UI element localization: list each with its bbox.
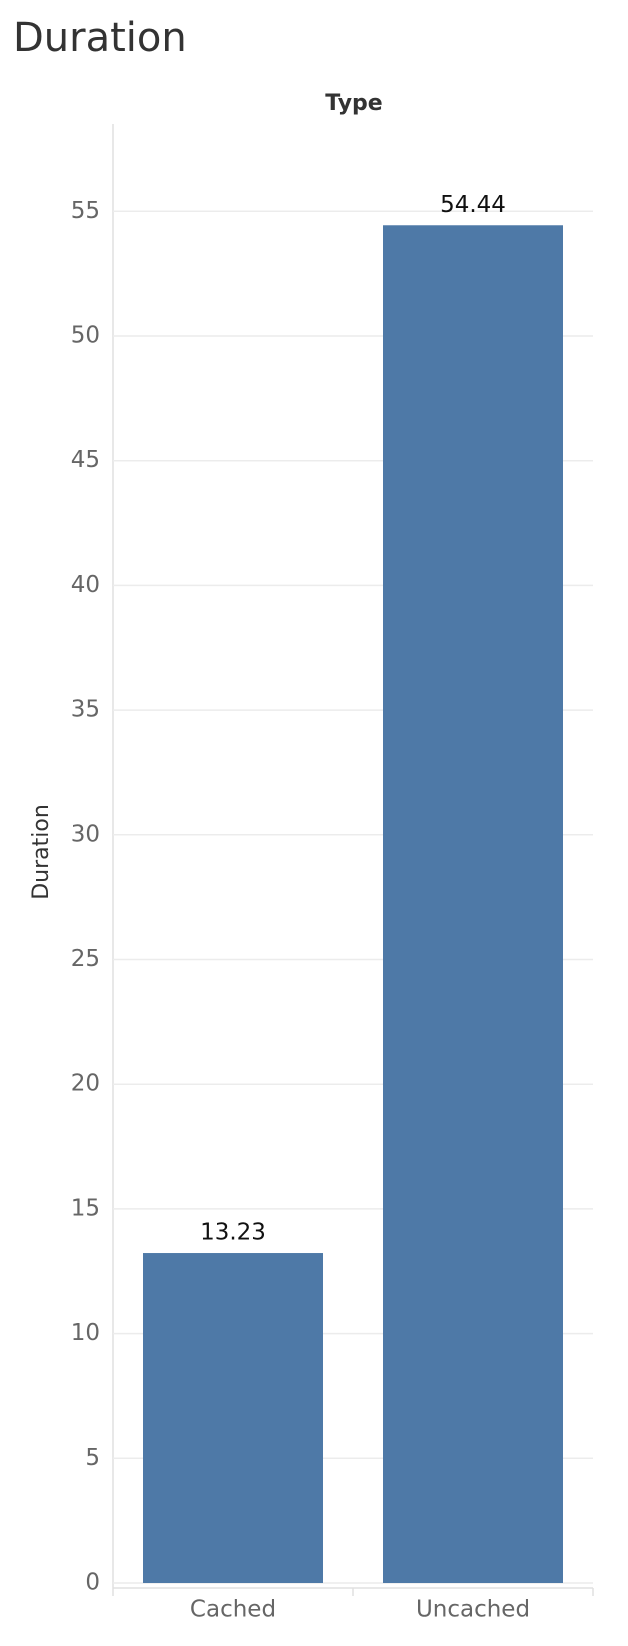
x-tick-label: Cached <box>190 1597 276 1623</box>
value-label: 13.23 <box>200 1220 266 1246</box>
x-tick-label: Uncached <box>416 1597 530 1623</box>
column-header: Type <box>325 91 382 116</box>
y-tick-label: 20 <box>71 1071 100 1097</box>
y-tick-label: 5 <box>85 1445 100 1471</box>
y-tick-label: 35 <box>71 697 100 723</box>
bar <box>383 225 563 1584</box>
y-tick-label: 0 <box>85 1570 100 1596</box>
y-tick-label: 55 <box>71 198 100 224</box>
chart-title: Duration <box>13 15 187 61</box>
y-tick-label: 15 <box>71 1195 100 1221</box>
value-label: 54.44 <box>440 192 506 218</box>
y-tick-label: 10 <box>71 1320 100 1346</box>
y-tick-label: 25 <box>71 946 100 972</box>
y-tick-label: 50 <box>71 322 100 348</box>
y-tick-label: 45 <box>71 447 100 473</box>
y-tick-label: 40 <box>71 572 100 598</box>
y-tick-label: 30 <box>71 821 100 847</box>
y-axis-label: Duration <box>29 804 54 900</box>
bar <box>143 1253 323 1583</box>
